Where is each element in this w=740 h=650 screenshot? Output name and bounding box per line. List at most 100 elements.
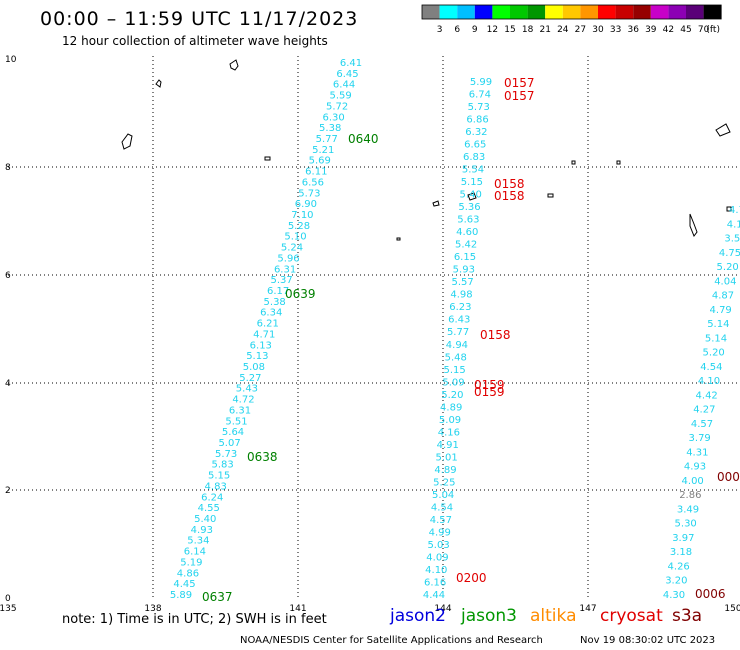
swh-value-label: 4.54: [431, 502, 453, 513]
swh-value-label: 5.83: [211, 460, 233, 471]
swh-value-label: 4.72: [232, 395, 254, 406]
legend-tick-label: 30: [592, 25, 604, 35]
swh-value-label: 5.15: [444, 365, 466, 376]
swh-value-label: 6.31: [274, 264, 296, 275]
latitude-label: 6: [5, 271, 11, 281]
swh-value-label: 6.41: [340, 58, 362, 69]
swh-value-label: 6.31: [229, 405, 251, 416]
swh-value-label: 4.54: [700, 362, 722, 373]
swh-value-label: 6.21: [257, 319, 279, 330]
swh-value-label: 4.89: [440, 402, 462, 413]
swh-value-label: 6.65: [464, 140, 486, 151]
legend-swatch: [457, 5, 475, 19]
swh-value-label: 5.19: [180, 557, 202, 568]
swh-value-label: 5.73: [298, 188, 320, 199]
pass-time-label: 0638: [247, 450, 278, 464]
legend-tick-label: 9: [472, 25, 478, 35]
legend-tick-label: 39: [645, 25, 657, 35]
swh-value-label: 3.49: [677, 504, 699, 515]
legend-swatch: [492, 5, 510, 19]
swh-value-label: 5.08: [243, 362, 265, 373]
legend-tick-label: 70: [698, 25, 710, 35]
swh-value-label: 5.14: [707, 319, 729, 330]
pass-time-label: 0158: [480, 328, 511, 342]
coastline-fragment: [432, 200, 440, 207]
legend-tick-label: 6: [454, 25, 460, 35]
swh-value-label: 4.30: [663, 590, 685, 601]
mission-altika-label: altika: [530, 606, 577, 626]
swh-value-label: 4.09: [426, 552, 448, 563]
swh-value-label: 5.69: [309, 156, 331, 167]
latitude-label: 0: [5, 594, 11, 604]
swh-value-label: 4.93: [191, 525, 213, 536]
legend-swatch: [527, 5, 546, 19]
swh-value-label: 4.42: [696, 390, 718, 401]
swh-value-label: 5.13: [246, 351, 268, 362]
swh-value-label: 5.34: [187, 536, 209, 547]
pass-time-label: 0640: [348, 132, 379, 146]
legend-tick-label: 42: [663, 25, 674, 35]
swh-value-label: 6.45: [336, 69, 358, 80]
legend-swatch: [703, 5, 722, 19]
swh-value-label: 6.44: [333, 80, 355, 91]
swh-value-label: 6.11: [305, 167, 327, 178]
legend-tick-label: 21: [539, 25, 550, 35]
swh-value-label: 3.97: [672, 533, 694, 544]
swh-value-label: 5.14: [705, 333, 727, 344]
legend-swatch: [615, 5, 634, 19]
coastline-fragment: [229, 59, 239, 71]
legend-frame: [421, 4, 722, 20]
legend-tick-label: 12: [487, 25, 498, 35]
swh-value-label: 4.44: [423, 590, 445, 601]
swh-value-label: 6.15: [454, 252, 476, 263]
legend-swatch: [510, 5, 528, 19]
credit-source: NOAA/NESDIS Center for Satellite Applica…: [240, 635, 543, 646]
mission-cryosat-label: cryosat: [600, 606, 663, 626]
swh-value-label: 6.86: [466, 115, 488, 126]
map-title: 00:00 – 11:59 UTC 11/17/2023: [40, 8, 359, 30]
legend-tick-label: 3: [437, 25, 443, 35]
legend-swatch: [439, 5, 458, 19]
swh-value-label: 6.14: [184, 547, 206, 558]
coastline-fragment: [726, 206, 732, 212]
swh-value-label: 4.31: [686, 447, 708, 458]
legend-swatch: [633, 5, 651, 19]
coastline-fragment: [155, 79, 162, 88]
swh-value-label: 6.13: [250, 340, 272, 351]
swh-value-label: 4.94: [446, 340, 468, 351]
swh-value-label: 6.56: [302, 177, 324, 188]
pass-time-label: 0637: [202, 590, 233, 604]
mission-jason2-label: jason2: [390, 606, 446, 626]
swh-value-label: 5.30: [675, 519, 697, 530]
swh-value-label: 6.32: [465, 127, 487, 138]
pass-time-label: 0157: [504, 76, 535, 90]
swh-value-label: 4.57: [691, 419, 713, 430]
swh-value-label: 5.54: [462, 165, 484, 176]
swh-value-label: 5.57: [452, 277, 474, 288]
longitude-label: 138: [144, 604, 161, 614]
swh-value-label: 5.40: [460, 190, 482, 201]
swh-value-label: 5.36: [458, 202, 480, 213]
swh-value-label: 5.38: [319, 123, 341, 134]
swh-value-label: 5.20: [441, 390, 463, 401]
swh-value-label: 6.43: [448, 315, 470, 326]
coastline-fragment: [264, 156, 271, 161]
coastline-fragment: [547, 193, 554, 198]
swh-value-label: 5.20: [703, 348, 725, 359]
swh-value-label: 4.45: [173, 579, 195, 590]
swh-value-label: 5.15: [461, 177, 483, 188]
swh-value-label: 5.27: [239, 373, 261, 384]
legend-swatch: [422, 5, 440, 19]
swh-value-label: 6.23: [449, 302, 471, 313]
swh-value-label: 5.72: [326, 101, 348, 112]
color-scale-legend: 3 6 9 12 15 18 21 24 27 30 33 36 39 42 45 70(ft): [421, 4, 722, 35]
latitude-label: 8: [5, 163, 11, 173]
swh-value-label: 5.09: [439, 415, 461, 426]
swh-value-label: 5.03: [427, 540, 449, 551]
legend-tick-label: 18: [522, 25, 534, 35]
swh-value-label: 4.99: [429, 527, 451, 538]
legend-tick-label: 24: [557, 25, 569, 35]
legend-swatch: [474, 5, 493, 19]
longitude-label: 141: [289, 604, 306, 614]
